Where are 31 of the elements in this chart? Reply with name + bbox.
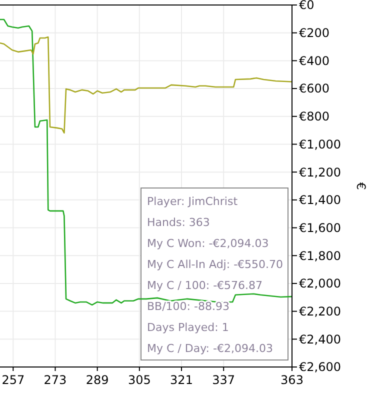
y-tick-label: €800 — [299, 110, 330, 124]
annotation: My C All-In Adj: -€550.70 — [147, 258, 284, 271]
x-tick-label: 289 — [86, 373, 109, 387]
annotation: Hands: 363 — [147, 216, 210, 229]
x-tick-label: 273 — [44, 373, 67, 387]
y-tick-label: €0 — [299, 0, 314, 12]
y-tick-label: €600 — [299, 82, 330, 96]
y-tick-label: €2,200 — [299, 304, 341, 319]
y-axis-title: € — [354, 182, 368, 190]
annotation: BB/100: -88.93 — [147, 300, 230, 313]
y-tick-label: €1,200 — [299, 165, 341, 180]
x-tick-label: 321 — [170, 373, 193, 387]
x-tick-label: 363 — [280, 373, 304, 387]
annotation: Days Played: 1 — [147, 321, 229, 334]
x-tick-label: 257 — [2, 373, 25, 387]
y-tick-label: €400 — [299, 54, 330, 68]
y-tick-label: €1,400 — [299, 193, 341, 208]
y-tick-label: €2,000 — [299, 276, 341, 291]
annotation: My C Won: -€2,094.03 — [147, 237, 269, 250]
annotation: Player: JimChrist — [147, 195, 238, 208]
x-tick-label: 305 — [128, 373, 151, 387]
y-tick-label: €1,800 — [299, 248, 341, 263]
y-tick-label: €1,600 — [299, 220, 341, 235]
y-tick-label: €2,400 — [299, 332, 341, 346]
line-series — [0, 36, 293, 134]
annotation: My C / 100: -€576.87 — [147, 279, 263, 292]
y-tick-label: €1,000 — [299, 137, 341, 152]
annotation: My C / Day: -€2,094.03 — [147, 342, 273, 355]
y-tick-label: €200 — [299, 26, 330, 40]
x-tick-label: 337 — [212, 373, 236, 387]
y-tick-label: €2,600 — [299, 360, 341, 374]
